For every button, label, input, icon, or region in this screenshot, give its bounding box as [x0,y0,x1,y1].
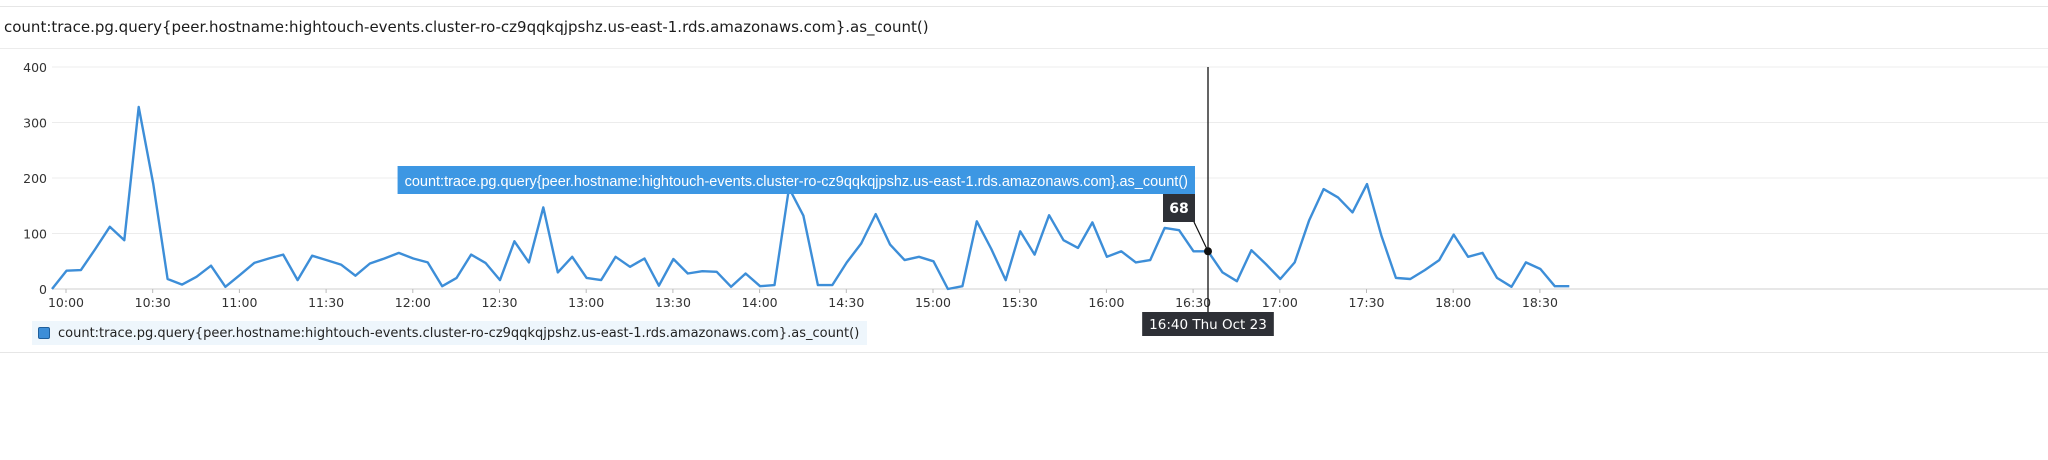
tooltip-value: 68 [1169,201,1188,217]
x-tick-label: 17:00 [1262,295,1298,310]
hover-point [1204,247,1212,256]
x-tick-label: 12:00 [395,295,431,310]
time-tooltip-background [1142,312,1274,336]
x-tick-label: 18:00 [1435,295,1471,310]
x-tick-label: 15:00 [915,295,951,310]
tooltip-time: 16:40 Thu Oct 23 [1149,317,1267,333]
y-axis: 0 100 200 300 400 [23,60,47,297]
grid [52,66,2048,290]
x-tick-label: 12:30 [481,295,517,310]
series-line[interactable] [51,105,1570,291]
y-tick-label: 0 [39,282,47,297]
x-tick-label: 11:00 [221,295,257,310]
y-tick-label: 400 [23,60,47,75]
legend-swatch [38,327,50,339]
series-tooltip: count:trace.pg.query{peer.hostname:hight… [397,166,1195,222]
x-tick-label: 10:00 [48,295,84,310]
x-tick-label: 13:30 [655,295,691,310]
x-tick-label: 18:30 [1522,295,1558,310]
series-tooltip-background [397,166,1195,194]
tooltip-series-label: count:trace.pg.query{peer.hostname:hight… [405,174,1188,190]
title-divider [0,48,2048,49]
x-tick-label: 15:30 [1002,295,1038,310]
x-tick-label: 14:00 [742,295,778,310]
x-axis: 10:00 10:30 11:00 11:30 12:00 12:30 13:00 13:30… [48,289,1558,310]
tooltip-connector [1193,221,1209,252]
x-tick-label: 14:30 [828,295,864,310]
legend-label: count:trace.pg.query{peer.hostname:hight… [58,325,860,341]
y-tick-label: 200 [23,171,47,186]
y-tick-label: 100 [23,227,47,242]
bottom-divider [0,352,2048,353]
top-divider [0,6,2048,7]
x-tick-label: 11:30 [308,295,344,310]
x-tick-label: 17:30 [1348,295,1384,310]
tooltip-value-background [1163,194,1195,222]
legend-item[interactable]: count:trace.pg.query{peer.hostname:hight… [32,321,868,345]
x-tick-label: 16:00 [1088,295,1124,310]
x-tick-label: 13:00 [568,295,604,310]
x-tick-label: 16:30 [1175,295,1211,310]
y-tick-label: 300 [23,116,47,131]
x-tick-label: 10:30 [135,295,171,310]
widget-title: count:trace.pg.query{peer.hostname:hight… [4,18,929,36]
time-tooltip: 16:40 Thu Oct 23 [1142,312,1274,336]
